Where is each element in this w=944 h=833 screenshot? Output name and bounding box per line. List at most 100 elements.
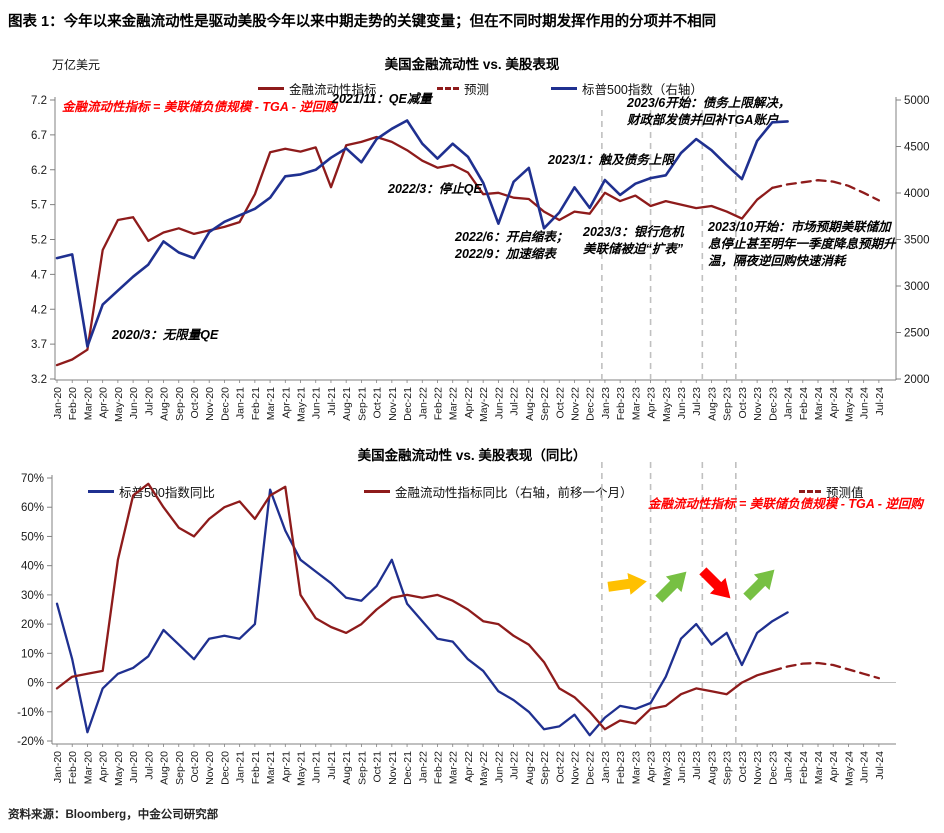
svg-text:Apr-23: Apr-23 — [646, 387, 658, 419]
svg-text:2500: 2500 — [904, 328, 930, 340]
series-line-金融流动性指标 — [55, 135, 774, 367]
series-line-标普500指数同比 — [55, 488, 789, 737]
legend-item-forecast-yoy: 预测值 — [799, 482, 864, 501]
svg-text:Jan-20: Jan-20 — [52, 751, 64, 783]
svg-text:Mar-23: Mar-23 — [630, 387, 642, 420]
svg-text:Apr-23: Apr-23 — [646, 751, 658, 783]
svg-text:Feb-20: Feb-20 — [67, 751, 79, 784]
legend-label: 预测值 — [826, 486, 864, 500]
svg-text:3.7: 3.7 — [31, 339, 47, 351]
svg-text:Jul-21: Jul-21 — [326, 751, 338, 780]
legend-item-forecast: 预测 — [437, 79, 489, 98]
dashed-line-swatch-icon — [799, 490, 821, 493]
svg-text:Feb-23: Feb-23 — [615, 751, 627, 784]
svg-text:Sep-20: Sep-20 — [174, 387, 186, 421]
svg-text:Jul-22: Jul-22 — [509, 387, 521, 416]
svg-text:May-22: May-22 — [478, 751, 490, 786]
svg-text:Aug-21: Aug-21 — [341, 751, 353, 785]
legend-label: 预测 — [464, 83, 490, 97]
svg-text:May-24: May-24 — [843, 751, 855, 786]
svg-text:Apr-22: Apr-22 — [463, 387, 475, 419]
top-chart-unit-label: 万亿美元 — [52, 58, 101, 72]
svg-text:Feb-21: Feb-21 — [250, 751, 262, 784]
svg-text:Jan-20: Jan-20 — [52, 387, 64, 419]
svg-text:40%: 40% — [21, 561, 44, 573]
top-chart-x-axis-labels: Jan-20 Feb-20 Mar-20 Apr-20 May-20 Jun-20 Jul-… — [52, 380, 886, 422]
svg-text:10%: 10% — [21, 648, 44, 660]
legend-label: 金融流动性指标 — [289, 83, 377, 97]
svg-text:Jul-24: Jul-24 — [874, 751, 886, 780]
top-chart-axes: 7.2 6.7 6.2 5.7 5.2 4.7 4.2 3.7 3.2 5000 4500 4000 3… — [31, 95, 930, 386]
legend-label: 标普500指数同比 — [119, 486, 215, 500]
svg-text:Aug-22: Aug-22 — [524, 387, 536, 421]
svg-text:Jun-22: Jun-22 — [493, 387, 505, 419]
svg-text:Mar-20: Mar-20 — [82, 751, 94, 784]
svg-text:Apr-22: Apr-22 — [463, 751, 475, 783]
svg-text:Jan-24: Jan-24 — [783, 387, 795, 419]
svg-text:3500: 3500 — [904, 235, 930, 247]
svg-text:Dec-21: Dec-21 — [402, 751, 414, 785]
figure-title: 图表 1：今年以来金融流动性是驱动美股今年以来中期走势的关键变量；但在不同时期发… — [8, 14, 717, 30]
svg-text:3000: 3000 — [904, 281, 930, 293]
svg-text:Feb-21: Feb-21 — [250, 387, 262, 420]
svg-text:Jan-23: Jan-23 — [600, 387, 612, 419]
svg-text:Jan-22: Jan-22 — [417, 751, 429, 783]
svg-text:May-21: May-21 — [296, 751, 308, 786]
svg-text:May-23: May-23 — [661, 751, 673, 786]
svg-text:5.2: 5.2 — [31, 235, 47, 247]
svg-text:Aug-23: Aug-23 — [706, 387, 718, 421]
bottom-chart-phase-lines — [601, 462, 737, 744]
svg-text:3.2: 3.2 — [31, 374, 47, 386]
series-line-金融流动性指标同比（右轴，前移一个月） — [55, 482, 774, 731]
line-swatch-icon — [364, 490, 390, 493]
svg-text:4.2: 4.2 — [31, 304, 47, 316]
svg-text:Dec-20: Dec-20 — [219, 751, 231, 785]
svg-text:May-21: May-21 — [296, 387, 308, 422]
svg-text:Nov-20: Nov-20 — [204, 387, 216, 421]
legend-item-sp500: 标普500指数（右轴） — [551, 79, 703, 98]
line-swatch-icon — [88, 490, 114, 493]
svg-text:Oct-21: Oct-21 — [372, 387, 384, 419]
svg-text:Oct-23: Oct-23 — [737, 751, 749, 783]
svg-text:Oct-21: Oct-21 — [372, 751, 384, 783]
chart-annotation: 2020/3：无限量QE — [112, 328, 219, 342]
top-chart-title: 美国金融流动性 vs. 美股表现 — [384, 57, 560, 72]
svg-text:Mar-24: Mar-24 — [813, 387, 825, 420]
svg-text:6.7: 6.7 — [31, 130, 47, 142]
svg-text:6.2: 6.2 — [31, 165, 47, 177]
legend-item-sp500-yoy: 标普500指数同比 — [88, 482, 215, 501]
chart-annotation: 2023/10开始：市场预期美联储加 息停止甚至明年一季度降息预期升 温，隔夜逆回购… — [708, 220, 896, 268]
svg-text:5.7: 5.7 — [31, 200, 47, 212]
chart-annotation: 2023/1：触及债务上限 — [548, 153, 674, 167]
svg-text:Jun-21: Jun-21 — [311, 387, 323, 419]
svg-text:May-24: May-24 — [843, 387, 855, 422]
svg-text:Dec-22: Dec-22 — [585, 751, 597, 785]
line-swatch-icon — [258, 87, 284, 90]
svg-text:Apr-24: Apr-24 — [828, 387, 840, 419]
svg-text:Mar-24: Mar-24 — [813, 751, 825, 784]
svg-text:Feb-22: Feb-22 — [433, 387, 445, 420]
svg-text:Mar-21: Mar-21 — [265, 751, 277, 784]
svg-text:Sep-23: Sep-23 — [722, 751, 734, 785]
svg-text:Nov-23: Nov-23 — [752, 387, 764, 421]
svg-text:Nov-22: Nov-22 — [569, 387, 581, 421]
svg-text:Apr-20: Apr-20 — [98, 387, 110, 419]
source-note: 资料来源：Bloomberg，中金公司研究部 — [8, 809, 219, 821]
svg-text:4000: 4000 — [904, 188, 930, 200]
svg-text:Aug-23: Aug-23 — [706, 751, 718, 785]
bottom-chart-x-axis-labels: Jan-20 Feb-20 Mar-20 Apr-20 May-20 Jun-20 Jul-… — [52, 744, 886, 786]
legend-item-liquidity: 金融流动性指标 — [258, 79, 377, 98]
svg-text:Apr-20: Apr-20 — [98, 751, 110, 783]
chart-annotation: 金融流动性指标 = 美联储负债规模 - TGA - 逆回购 — [648, 497, 923, 511]
bottom-chart-title: 美国金融流动性 vs. 美股表现（同比） — [357, 448, 587, 463]
chart-annotation: 2022/3：停止QE — [388, 182, 482, 196]
svg-text:Jul-22: Jul-22 — [509, 751, 521, 780]
bottom-chart-axes: 70% 60% 50% 40% 30% 20% 10% 0% -10% -20% — [17, 473, 896, 748]
line-swatch-icon — [551, 87, 577, 90]
svg-text:Mar-22: Mar-22 — [448, 387, 460, 420]
svg-text:Jul-20: Jul-20 — [143, 751, 155, 780]
svg-text:Aug-21: Aug-21 — [341, 387, 353, 421]
svg-text:Jan-24: Jan-24 — [783, 751, 795, 783]
